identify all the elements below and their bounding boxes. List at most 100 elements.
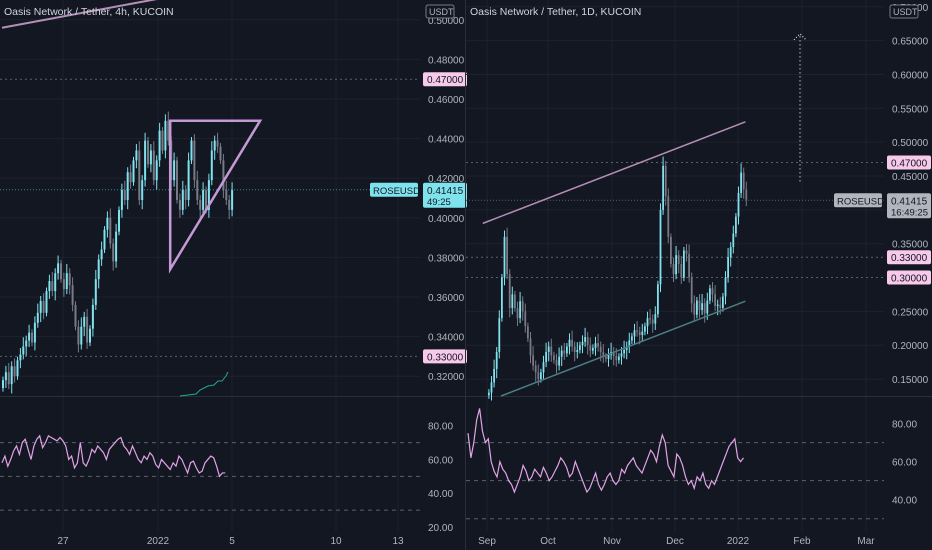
candle-body <box>210 150 213 181</box>
candle-body <box>508 274 511 308</box>
candle-body <box>60 263 62 280</box>
candle-body <box>716 304 719 306</box>
candle-body <box>2 380 4 389</box>
candle-body <box>216 140 219 147</box>
candle-body <box>690 277 693 304</box>
price-tick-label: 0.36000 <box>428 293 465 304</box>
candle-body <box>521 301 524 312</box>
price-tick-label: 0.32000 <box>428 372 465 383</box>
candles <box>488 156 748 401</box>
candle-body <box>644 326 646 332</box>
right-chart-panel[interactable]: 0.150000.200000.250000.350000.400000.450… <box>466 0 932 547</box>
candle-body <box>516 308 519 319</box>
left-chart-panel[interactable]: 0.32000 0.34000 0.36000 0.38000 0.40000 0.420… <box>0 0 470 547</box>
price-label-box <box>423 72 467 87</box>
candle-body <box>589 345 592 351</box>
time-tick-label: 5 <box>229 536 235 547</box>
time-tick-label: Mar <box>857 536 875 547</box>
candle-body <box>112 243 115 262</box>
candle-body <box>599 346 602 352</box>
candle-body <box>155 160 158 181</box>
candle-body <box>57 263 60 274</box>
candle-body <box>685 250 688 254</box>
candle-body <box>152 150 155 181</box>
countdown-text: 16:49:25 <box>891 207 928 218</box>
candle-body <box>91 304 94 329</box>
candle-body <box>628 340 631 347</box>
price-label-text: 0.33000 <box>891 253 928 264</box>
candle-body <box>138 150 141 200</box>
candle-body <box>80 326 83 345</box>
candle-body <box>649 318 651 320</box>
candle-body <box>568 339 571 347</box>
candle-body <box>13 366 16 377</box>
price-tick-label: 0.44000 <box>428 135 465 146</box>
rsi-tick-label: 20.00 <box>428 523 453 534</box>
candle-body <box>149 150 152 165</box>
candle-body <box>490 382 493 393</box>
candle-body <box>86 316 89 343</box>
candle-body <box>563 350 566 354</box>
candle-body <box>701 303 703 311</box>
candle-body <box>100 249 103 260</box>
candle-body <box>532 355 534 366</box>
candle-body <box>205 190 207 210</box>
price-label-text: 0.33000 <box>427 352 464 363</box>
candle-body <box>732 233 735 248</box>
time-tick-label: Feb <box>793 536 811 547</box>
rsi-tick-label: 60.00 <box>892 458 917 469</box>
price-tick-label: 0.42000 <box>428 174 465 185</box>
candle-body <box>19 354 22 361</box>
candle-body <box>126 172 129 200</box>
candle-body <box>651 319 654 324</box>
candle-body <box>506 236 508 275</box>
candle-body <box>636 330 638 332</box>
price-label-box <box>887 155 931 170</box>
candle-body <box>542 362 545 373</box>
last-price-text: 0.41415 <box>427 186 464 197</box>
candle-body <box>65 273 68 290</box>
price-tick-label: 0.65000 <box>892 37 929 48</box>
countdown-text: 49:25 <box>427 197 451 208</box>
rsi-line <box>467 408 744 494</box>
candle-body <box>638 331 641 336</box>
candle-body <box>581 341 584 346</box>
rsi-tick-label: 40.00 <box>892 496 917 507</box>
time-tick-label: 2022 <box>147 536 170 547</box>
chart-title: Oasis Network / Tether, 1D, KUCOIN <box>470 6 641 18</box>
candle-body <box>675 255 677 275</box>
candle-body <box>129 172 132 183</box>
time-tick-label: 27 <box>57 536 69 547</box>
candle-body <box>696 300 698 315</box>
candle-body <box>184 190 187 200</box>
candle-body <box>132 160 135 183</box>
price-label-text: 0.47000 <box>427 75 464 86</box>
price-label-box <box>887 270 931 285</box>
candle-body <box>719 304 722 308</box>
candle-body <box>207 180 210 210</box>
time-tick-label: 13 <box>392 536 404 547</box>
candle-body <box>71 285 74 305</box>
price-label-box <box>887 250 931 265</box>
candle-body <box>662 165 664 210</box>
candle-body <box>529 338 532 356</box>
candle-body <box>498 318 501 352</box>
candle-body <box>202 190 205 210</box>
price-tick-label: 0.40000 <box>428 214 465 225</box>
candle-body <box>519 301 521 319</box>
candle-body <box>683 250 685 278</box>
rsi-tick-label: 60.00 <box>428 455 453 466</box>
candle-body <box>677 255 680 264</box>
candle-body <box>178 199 181 210</box>
candle-body <box>48 281 51 292</box>
candle-body <box>16 360 19 377</box>
candle-body <box>10 366 13 385</box>
price-tick-label: 0.55000 <box>892 104 929 115</box>
trendline-drawing <box>1 0 158 29</box>
candle-body <box>199 199 202 210</box>
candle-body <box>672 264 675 275</box>
triangle-drawing <box>168 119 263 274</box>
candle-body <box>74 304 77 327</box>
candle-body <box>31 332 33 343</box>
candle-body <box>106 217 109 230</box>
